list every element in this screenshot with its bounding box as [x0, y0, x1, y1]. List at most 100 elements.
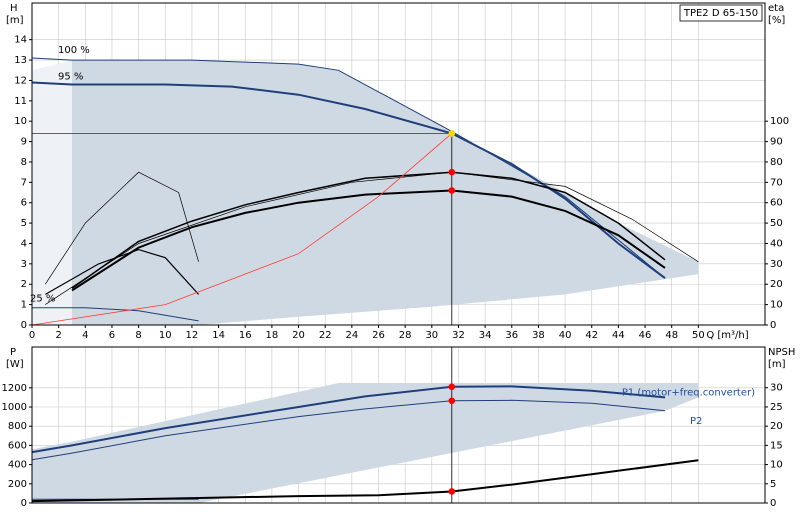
y2-tick-label: 0 [770, 320, 776, 331]
y2-tick-label: 25 [770, 402, 783, 413]
curve-label: 100 % [58, 45, 90, 56]
curve [71, 171, 666, 289]
y2-tick-label: 70 [770, 177, 783, 188]
y2-tick-label: 15 [770, 440, 783, 451]
chart-title: TPE2 D 65-150 [683, 8, 758, 19]
y-axis-unit: [m] [6, 15, 24, 26]
y2-tick-label: 0 [770, 498, 776, 509]
duty-point [448, 488, 456, 495]
y2-axis-label: NPSH [768, 347, 795, 358]
x-tick-label: 46 [639, 330, 652, 341]
x-tick-label: 38 [532, 330, 545, 341]
x-tick-label: 20 [292, 330, 305, 341]
x-tick-label: 6 [109, 330, 115, 341]
x-tick-label: 16 [239, 330, 252, 341]
operating-range [32, 383, 699, 503]
y2-tick-label: 60 [770, 198, 783, 209]
y2-tick-label: 80 [770, 157, 783, 168]
x-tick-label: 22 [319, 330, 332, 341]
y-tick-label: 0 [21, 320, 27, 331]
x-tick-label: 30 [425, 330, 438, 341]
curve [31, 385, 666, 454]
x-tick-label: 26 [372, 330, 385, 341]
y2-tick-label: 100 [770, 116, 789, 127]
y-tick-label: 5 [21, 218, 27, 229]
x-tick-label: 36 [505, 330, 518, 341]
y-tick-label: 11 [14, 96, 27, 107]
y2-axis-label: eta [768, 3, 784, 14]
duty-point [448, 383, 456, 391]
curve [71, 189, 666, 292]
title-box [679, 4, 763, 22]
y-axis-unit: [W] [6, 359, 24, 370]
curve-label: 25 % [30, 294, 55, 305]
x-tick-label: 4 [82, 330, 88, 341]
x-tick-label: 8 [135, 330, 141, 341]
plot-frame [31, 346, 766, 504]
y-tick-label: 1200 [2, 383, 27, 394]
x-tick-label: 28 [399, 330, 412, 341]
curve-label: 95 % [58, 71, 83, 82]
y2-tick-label: 20 [770, 279, 783, 290]
y-tick-label: 13 [14, 55, 27, 66]
duty-point [448, 130, 456, 137]
y-axis-label: P [10, 347, 16, 358]
x-tick-label: 50 [692, 330, 705, 341]
y2-tick-label: 10 [770, 300, 783, 311]
curve-label: P2 [690, 416, 702, 427]
duty-point [448, 187, 456, 194]
y-tick-label: 200 [8, 479, 27, 490]
y-axis-label: H [10, 3, 18, 14]
y-tick-label: 14 [14, 35, 27, 46]
y2-tick-label: 20 [770, 421, 783, 432]
y2-axis-unit: [%] [768, 15, 785, 26]
operating-range [72, 60, 699, 325]
curve [31, 399, 666, 461]
y-tick-label: 1 [21, 300, 27, 311]
curve [45, 248, 200, 295]
duty-point [448, 397, 456, 405]
y2-tick-label: 30 [770, 259, 783, 270]
duty-point [448, 168, 456, 176]
y-tick-label: 400 [8, 460, 27, 471]
x-tick-label: 42 [585, 330, 598, 341]
plot-frame [31, 2, 766, 326]
y-tick-label: 8 [21, 157, 27, 168]
y2-tick-label: 90 [770, 137, 783, 148]
y-tick-label: 800 [8, 421, 27, 432]
x-tick-label: 40 [559, 330, 572, 341]
x-tick-label: 34 [479, 330, 492, 341]
x-tick-label: 14 [212, 330, 225, 341]
y2-tick-label: 50 [770, 218, 783, 229]
y2-tick-label: 30 [770, 383, 783, 394]
x-tick-label: 18 [266, 330, 279, 341]
y-tick-label: 12 [14, 75, 27, 86]
curve-label: P1 (motor+freq.converter) [622, 387, 755, 398]
y-tick-label: 0 [21, 498, 27, 509]
y-tick-label: 3 [21, 259, 27, 270]
x-tick-label: 2 [55, 330, 61, 341]
operating-range [32, 60, 72, 325]
y-tick-label: 9 [21, 137, 27, 148]
x-tick-label: 24 [345, 330, 358, 341]
y-tick-label: 2 [21, 279, 27, 290]
curve [45, 171, 699, 305]
y-tick-label: 600 [8, 440, 27, 451]
y-tick-label: 1000 [2, 402, 27, 413]
y2-tick-label: 10 [770, 460, 783, 471]
y-tick-label: 6 [21, 198, 27, 209]
x-tick-label: 10 [159, 330, 172, 341]
curve [45, 171, 199, 285]
y-tick-label: 10 [14, 116, 27, 127]
y2-tick-label: 40 [770, 238, 783, 249]
curve [32, 307, 199, 322]
y-tick-label: 7 [21, 177, 27, 188]
x-axis-label: Q [m³/h] [706, 330, 748, 341]
curve [31, 459, 699, 503]
curve [31, 133, 453, 326]
x-tick-label: 32 [452, 330, 465, 341]
y-tick-label: 4 [21, 238, 27, 249]
curve [31, 81, 666, 279]
